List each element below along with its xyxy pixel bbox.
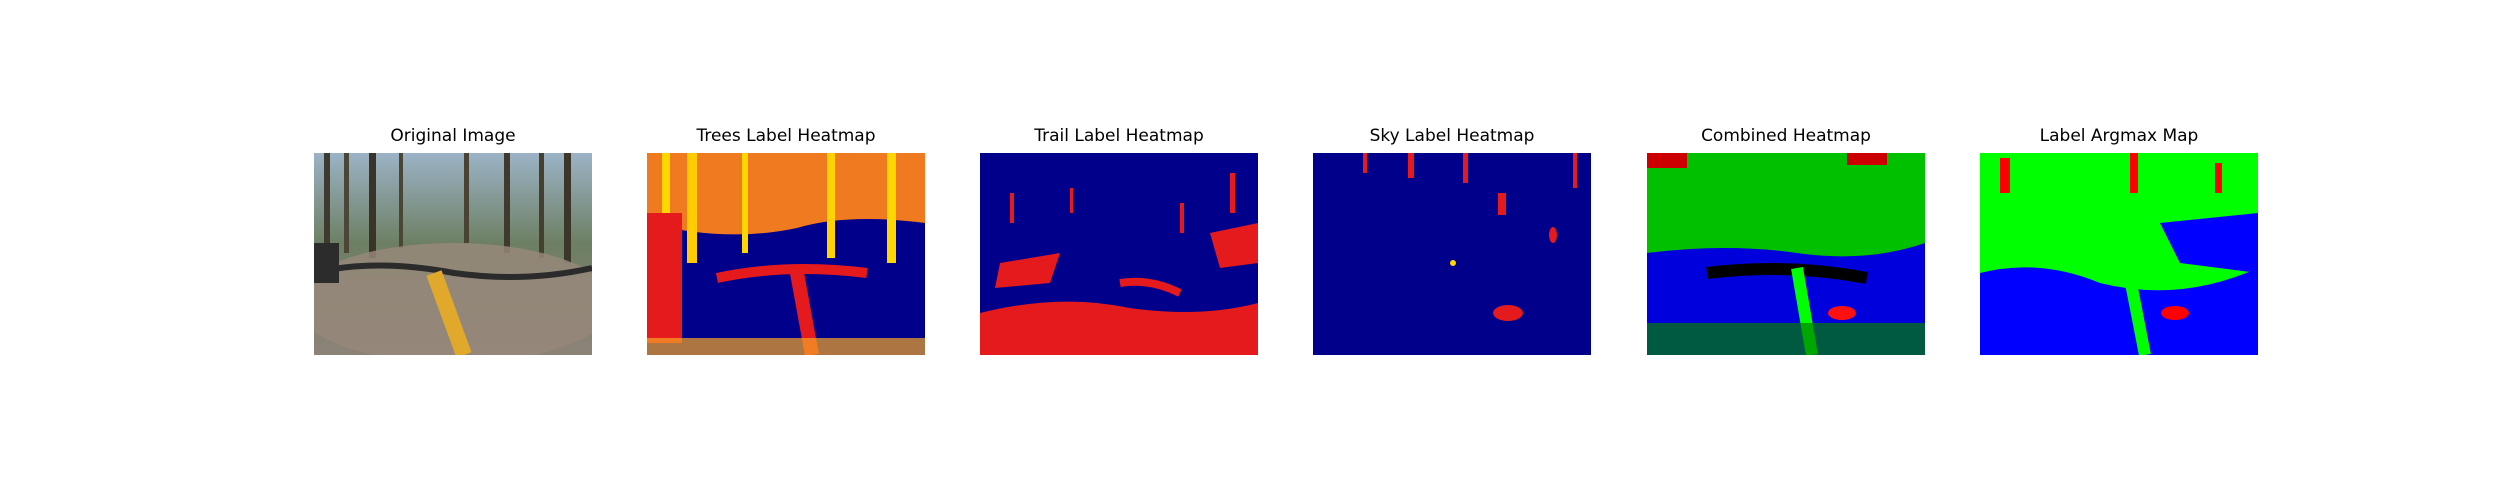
panel-title: Trail Label Heatmap [1034, 126, 1204, 146]
combined-heatmap-image [1647, 153, 1925, 355]
trail-heatmap-image [980, 153, 1258, 355]
panel-title: Trees Label Heatmap [696, 126, 876, 146]
sky-heatmap-image [1313, 153, 1591, 355]
panel-title: Combined Heatmap [1701, 126, 1871, 146]
panel-title: Sky Label Heatmap [1369, 126, 1535, 146]
original-image [314, 153, 592, 355]
argmax-map-image [1980, 153, 2258, 355]
trees-heatmap-image [647, 153, 925, 355]
panel-title: Label Argmax Map [2039, 126, 2199, 146]
panel-title: Original Image [390, 126, 516, 146]
